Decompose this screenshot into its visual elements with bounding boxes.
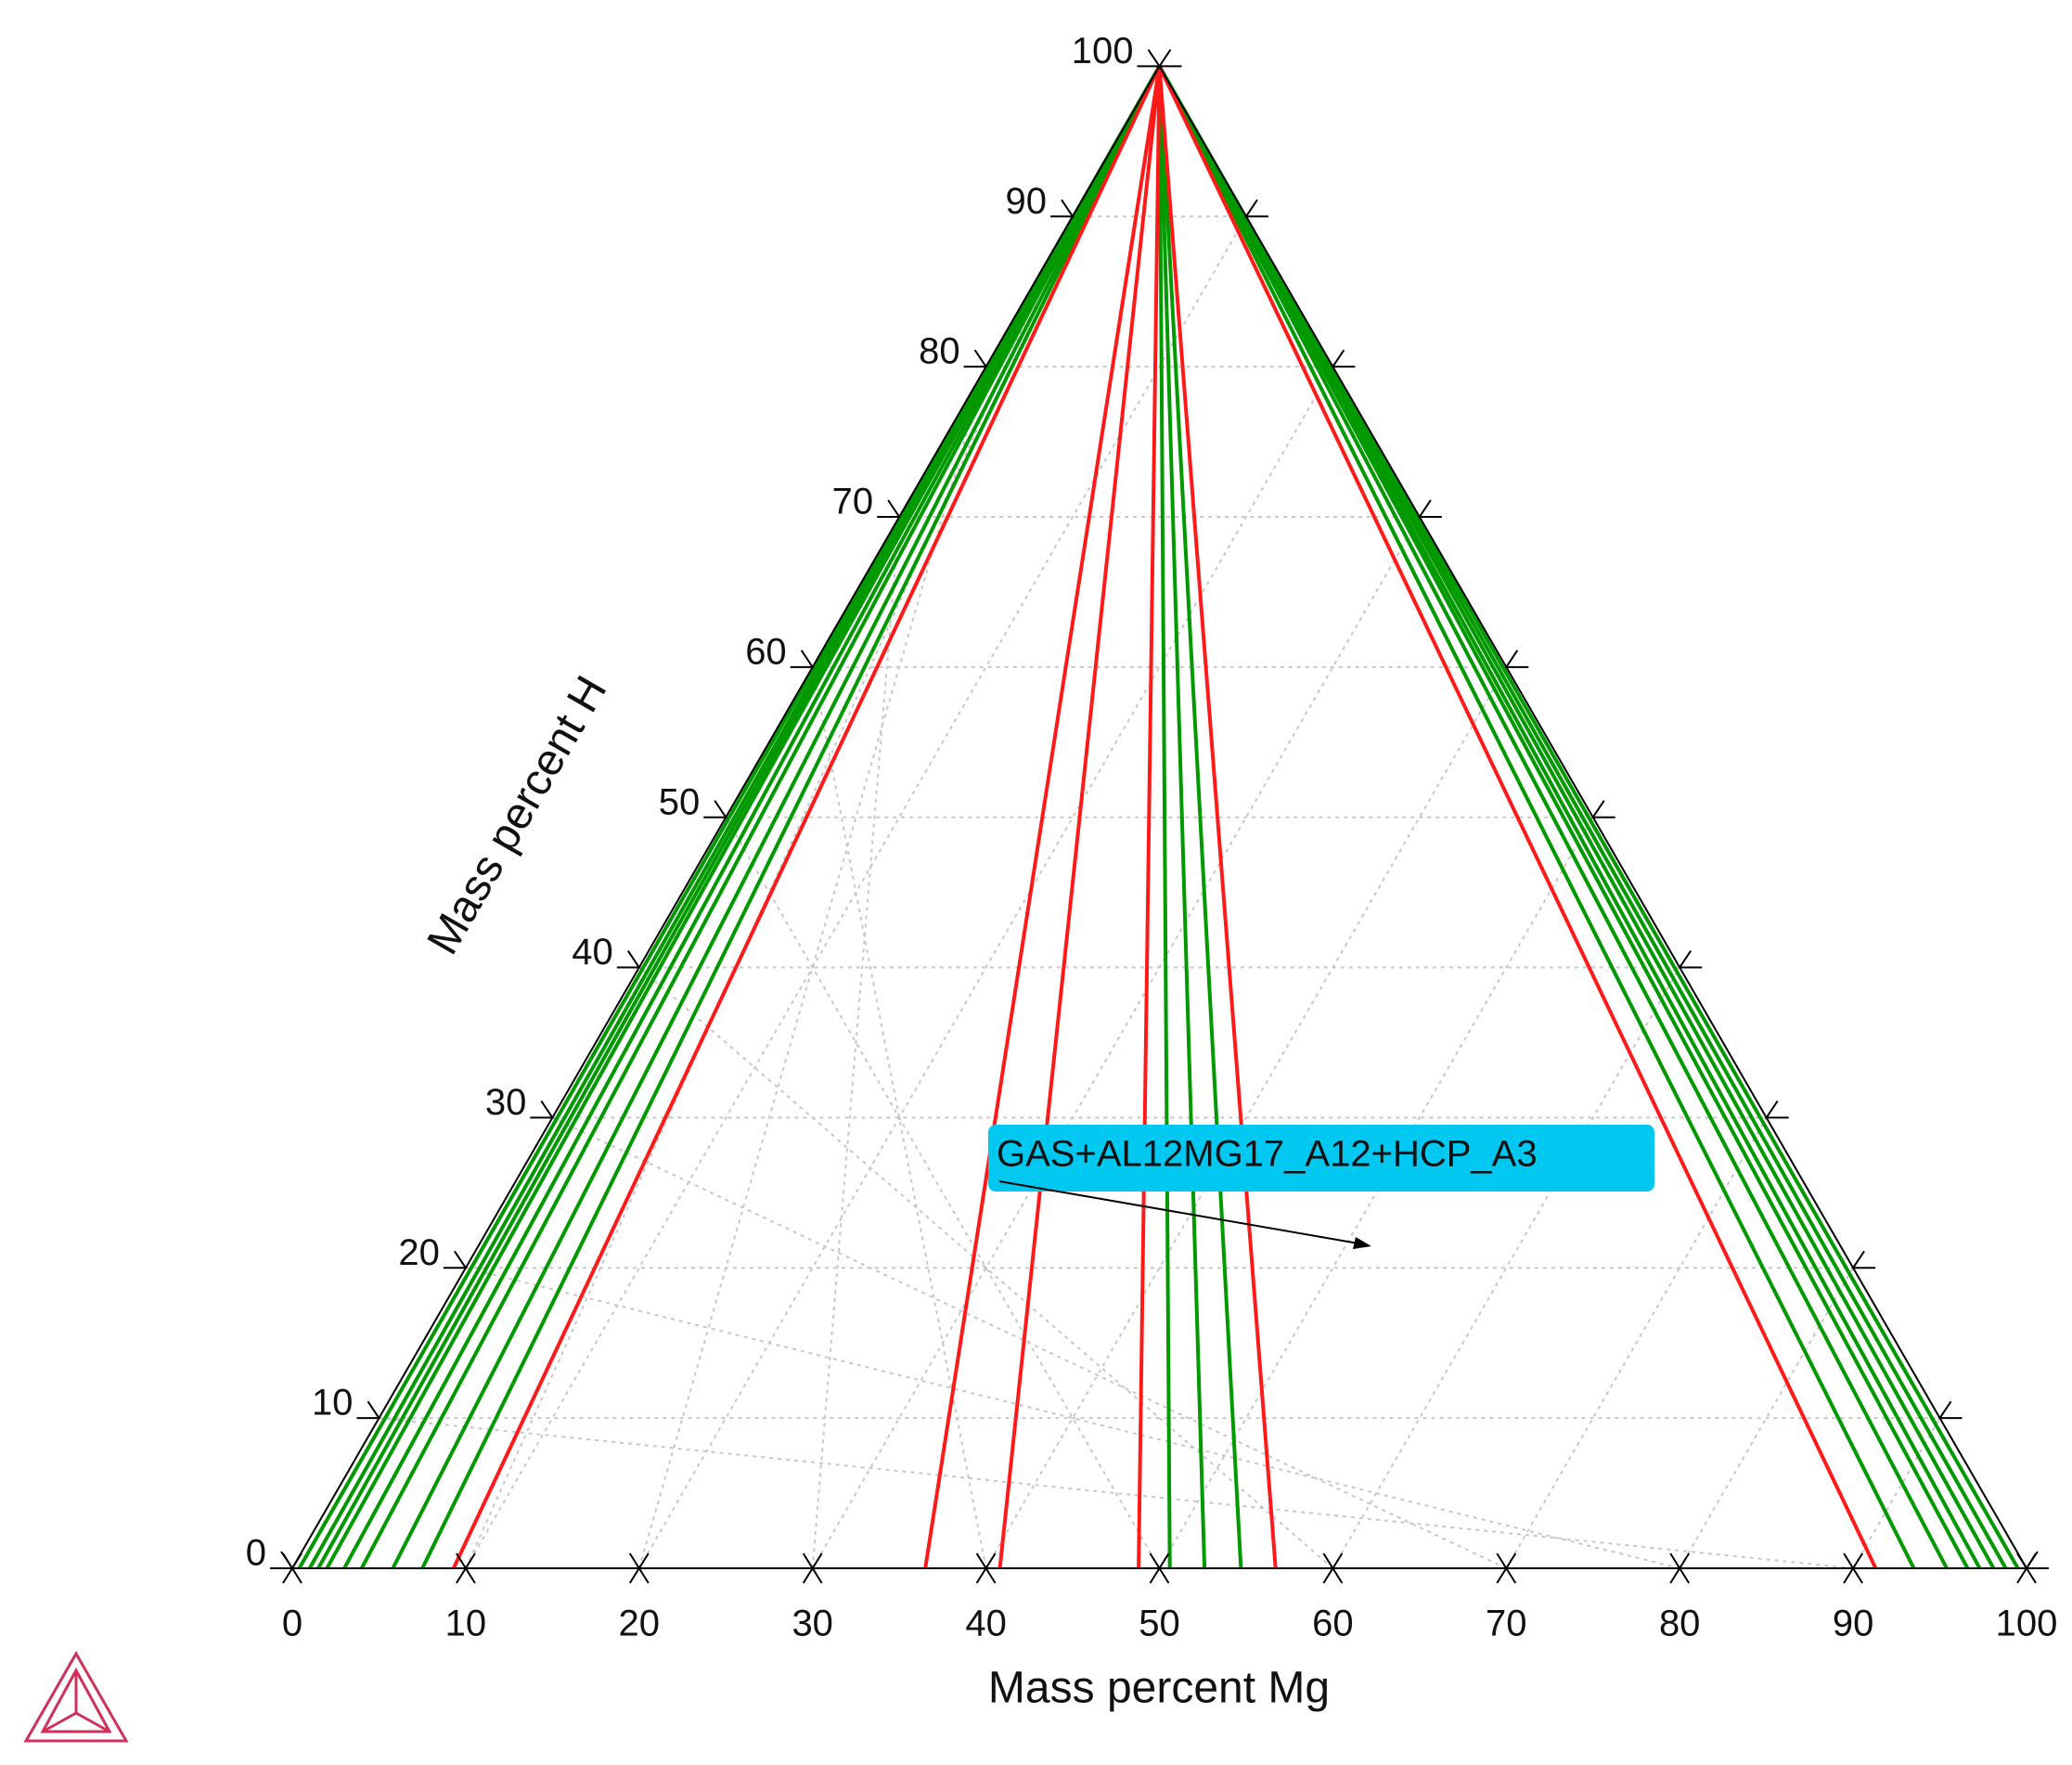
y-tick-label: 90 [1006,181,1048,222]
tie-line [1157,65,1916,1569]
x-tick [456,1552,476,1584]
tie-line [1157,66,1172,1569]
x-tick [1322,1552,1344,1584]
right-tick [1590,800,1615,818]
grid [379,215,1941,1569]
y-tick [270,1551,294,1569]
annotation-box [988,1125,1654,1192]
tie-line [1157,65,1982,1569]
right-tick [1157,48,1182,68]
x-tick [1843,1552,1863,1584]
tie-line [1157,65,1949,1569]
x-tick-label: 60 [1312,1604,1354,1644]
x-tick-label: 30 [791,1604,833,1644]
grid-line [1505,1116,1768,1569]
y-tick-label: 10 [312,1383,354,1424]
arrow-head [1353,1237,1371,1249]
x-tick [802,1552,823,1584]
tie-line [452,65,1162,1569]
tie-line [1157,66,1207,1569]
x-tick [1669,1552,1691,1584]
tie-line [1157,65,2020,1569]
tie-line [997,66,1162,1569]
grid-line [1158,817,1594,1569]
x-tick [1496,1552,1517,1584]
right-tick [1331,349,1356,368]
right-tick [1504,650,1529,668]
grid-line [551,1116,1507,1569]
y-tick-label: 20 [398,1232,440,1273]
y-tick [356,1400,381,1420]
right-tick [2025,1551,2049,1569]
x-axis-title: Mass percent Mg [988,1664,1330,1713]
y-tick [1050,199,1075,218]
x-tick-label: 0 [282,1604,302,1644]
tie-lines [297,65,2020,1569]
tie-line [1157,65,1878,1569]
y-tick [616,950,641,969]
tie-line [1137,66,1162,1569]
tie-line [420,65,1162,1569]
y-tick-label: 50 [659,781,701,822]
y-tick [877,499,902,518]
grid-line [1332,967,1681,1569]
y-tick-label: 30 [485,1082,527,1123]
annotation: GAS+AL12MG17_A12+HCP_A3 [997,1134,1538,1175]
y-axis-title: Mass percent H [418,668,617,963]
right-tick [1244,199,1268,218]
y-tick-label: 70 [832,482,874,522]
x-tick-label: 10 [445,1604,487,1644]
annotation-arrow [998,1180,1365,1245]
y-tick [1137,48,1162,68]
y-tick-label: 0 [246,1533,266,1574]
x-tick-label: 20 [619,1604,661,1644]
axes: 0 10 20 30 40 50 60 70 80 90 100 0 10 20 30 40 50 60 70 80 9… [246,31,2058,1644]
x-tick-label: 50 [1139,1604,1180,1644]
right-tick [1678,950,1703,969]
grid-line [811,516,901,1569]
tie-line [1157,66,1243,1569]
y-tick-label: 60 [745,631,787,672]
y-tick-label: 80 [919,331,960,372]
x-tick-label: 40 [965,1604,1007,1644]
right-tick [1764,1100,1789,1119]
x-tick-label: 70 [1486,1604,1527,1644]
right-tick [1851,1250,1876,1269]
grid-line [638,966,1334,1569]
y-tick-label: 40 [572,932,613,973]
grid-line [465,215,1247,1569]
tie-line [391,65,1162,1569]
tie-line [325,65,1162,1569]
x-tick [628,1552,650,1584]
grid-line [811,516,1421,1569]
right-tick [1937,1400,1963,1420]
tie-line [359,65,1162,1569]
tie-line [342,65,1162,1569]
x-tick [975,1552,997,1584]
tie-line [1157,66,1278,1569]
y-tick [443,1250,468,1269]
y-tick [790,650,815,668]
grid-line [725,817,1161,1569]
tie-line [923,66,1162,1569]
logo [23,1650,129,1743]
right-tick [1417,499,1442,518]
y-tick [963,349,988,368]
y-tick [530,1100,555,1119]
x-tick [1149,1552,1170,1584]
grid-line [637,366,1334,1569]
x-tick-label: 90 [1833,1604,1874,1644]
x-tick-label: 100 [1996,1604,2058,1644]
x-tick-label: 80 [1659,1604,1701,1644]
y-tick-label: 100 [1072,31,1134,71]
y-tick [703,800,728,818]
